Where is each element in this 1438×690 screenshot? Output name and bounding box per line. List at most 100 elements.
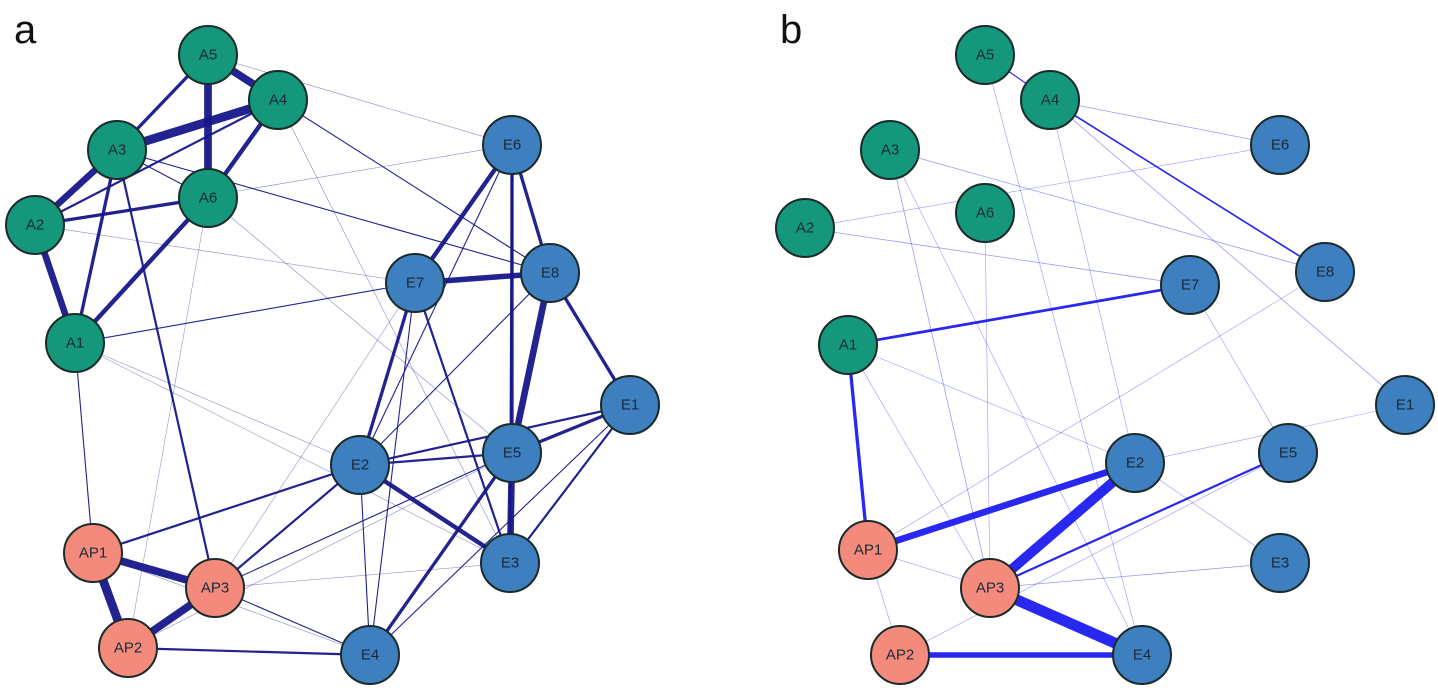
node-E6 — [1250, 115, 1310, 175]
edge-A4-E8 — [277, 99, 551, 274]
node-label-AP1: AP1 — [854, 542, 882, 559]
edge-A2-E7 — [34, 224, 416, 284]
edge-AP1-E2 — [866, 459, 1137, 554]
node-AP3 — [185, 558, 245, 618]
node-A4 — [1020, 70, 1080, 130]
edge-A2-E6 — [34, 144, 513, 226]
node-label-E2: E2 — [351, 457, 369, 474]
edge-E1-E3 — [509, 404, 631, 564]
node-label-A5: A5 — [199, 47, 217, 64]
node-E6 — [482, 115, 542, 175]
edge-E7-E5 — [1189, 284, 1289, 454]
panel-label-b: b — [780, 8, 803, 52]
node-label-A4: A4 — [269, 92, 287, 109]
edge-A4-E2 — [1049, 99, 1136, 464]
node-label-E5: E5 — [503, 445, 521, 462]
node-label-AP3: AP3 — [976, 580, 1004, 597]
node-AP2 — [870, 625, 930, 685]
panel-label-a: a — [14, 8, 37, 52]
node-E7 — [1160, 255, 1220, 315]
node-label-E6: E6 — [503, 137, 521, 154]
node-label-AP2: AP2 — [886, 647, 914, 664]
edge-A1-AP1 — [74, 342, 94, 554]
node-A2 — [775, 198, 835, 258]
node-label-A6: A6 — [976, 205, 994, 222]
node-label-E5: E5 — [1279, 445, 1297, 462]
node-E8 — [520, 243, 580, 303]
node-E3 — [1250, 533, 1310, 593]
edge-A5-E6 — [207, 54, 513, 146]
node-A6 — [955, 183, 1015, 243]
edge-AP2-E5 — [899, 452, 1289, 656]
edge-AP1-E8 — [867, 271, 1326, 551]
node-label-E1: E1 — [1396, 397, 1414, 414]
node-label-A3: A3 — [881, 142, 899, 159]
edge-A6-AP3 — [984, 212, 991, 589]
edge-E2-E4 — [359, 464, 371, 656]
edge-A1-E7 — [74, 282, 416, 344]
edge-AP2-E5 — [127, 452, 513, 649]
node-E7 — [385, 253, 445, 313]
node-label-A1: A1 — [66, 335, 84, 352]
node-label-E3: E3 — [1271, 555, 1289, 572]
edge-A6-AP2 — [127, 197, 209, 649]
node-A3 — [87, 120, 147, 180]
node-label-E1: E1 — [621, 397, 639, 414]
node-A3 — [860, 120, 920, 180]
edge-E7-E3 — [413, 282, 512, 564]
node-A4 — [248, 70, 308, 130]
node-label-E6: E6 — [1271, 137, 1289, 154]
edge-A5-E4 — [984, 54, 1143, 656]
edge-E7-E4 — [369, 282, 416, 656]
edge-A1-E2 — [847, 344, 1136, 464]
node-label-E7: E7 — [406, 275, 424, 292]
node-label-AP3: AP3 — [201, 580, 229, 597]
edge-A1-AP1 — [846, 344, 870, 551]
edge-AP3-E5 — [989, 451, 1289, 590]
node-label-A2: A2 — [796, 220, 814, 237]
edge-A1-AP3 — [847, 344, 991, 589]
node-E3 — [480, 533, 540, 593]
edge-A1-E7 — [847, 283, 1191, 347]
node-AP1 — [63, 523, 123, 583]
node-label-E4: E4 — [1133, 647, 1151, 664]
edge-A3-AP3 — [115, 149, 217, 589]
node-label-E2: E2 — [1126, 455, 1144, 472]
node-A1 — [45, 313, 105, 373]
edge-A4-E8 — [1049, 99, 1326, 273]
edge-A6-E5 — [207, 197, 513, 454]
node-AP1 — [838, 520, 898, 580]
node-A5 — [178, 25, 238, 85]
edge-A4-E1 — [1049, 99, 1406, 406]
edge-AP2-E4 — [127, 646, 371, 657]
edge-A6-A1 — [73, 196, 210, 345]
node-label-E4: E4 — [361, 647, 379, 664]
edge-E3-AP3 — [214, 562, 511, 589]
node-label-A3: A3 — [108, 142, 126, 159]
node-A2 — [5, 195, 65, 255]
edge-A2-A4 — [34, 99, 279, 226]
node-AP3 — [960, 558, 1020, 618]
edge-E8-E5 — [508, 272, 554, 454]
node-E2 — [330, 435, 390, 495]
edge-A4-E3 — [277, 99, 511, 564]
node-E1 — [1375, 375, 1435, 435]
edge-A1-E2 — [74, 342, 361, 466]
edge-E8-E2 — [359, 272, 551, 466]
node-AP2 — [98, 618, 158, 678]
node-A5 — [955, 25, 1015, 85]
edge-A3-E8 — [116, 149, 551, 274]
edge-A3-A1 — [73, 149, 119, 344]
node-E1 — [600, 375, 660, 435]
node-label-E3: E3 — [501, 555, 519, 572]
node-label-A4: A4 — [1041, 92, 1059, 109]
edge-E6-E2 — [359, 144, 513, 466]
node-label-A1: A1 — [839, 337, 857, 354]
edge-AP3-E3 — [989, 562, 1281, 589]
edge-E5-E4 — [368, 452, 514, 656]
node-E5 — [482, 423, 542, 483]
node-label-A5: A5 — [976, 47, 994, 64]
node-label-A6: A6 — [199, 190, 217, 207]
node-label-E8: E8 — [1316, 264, 1334, 281]
edge-A4-E6 — [1049, 99, 1281, 146]
